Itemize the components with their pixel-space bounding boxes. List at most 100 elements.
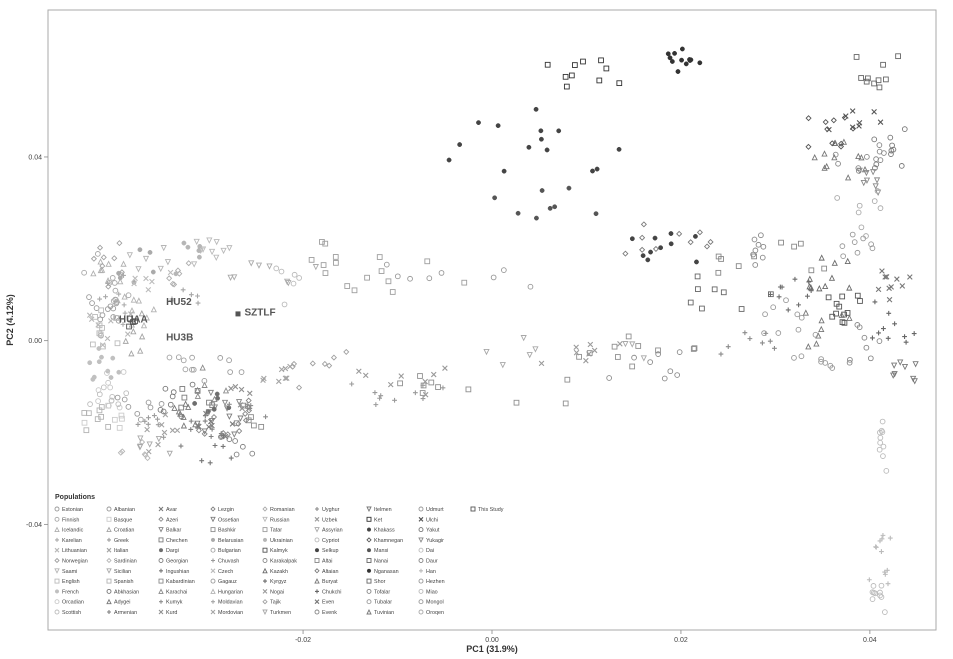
- point-russian: [206, 237, 213, 244]
- legend-marker-chuvash: [211, 558, 215, 563]
- point-khakass: [652, 235, 658, 241]
- legend-marker-yukagir: [418, 537, 424, 543]
- x-tick-label: 0.00: [485, 637, 499, 644]
- point-miao: [880, 453, 886, 459]
- point-estonian: [107, 303, 114, 310]
- point-turkmen: [483, 349, 490, 356]
- legend-label-dargi: Dargi: [166, 548, 179, 554]
- point-french: [96, 359, 102, 365]
- point-mordovian: [260, 377, 266, 384]
- point-croatian: [138, 333, 146, 340]
- legend-title: Populations: [55, 494, 95, 501]
- point-tajik: [330, 354, 337, 361]
- point-ingushian: [207, 460, 213, 466]
- point-norwegian: [96, 244, 104, 251]
- point-cypriot: [273, 265, 280, 272]
- point-tuvinian: [815, 332, 822, 339]
- legend-label-italian: Italian: [114, 548, 128, 554]
- point-orcadian: [120, 369, 127, 375]
- legend-marker-this-study: [470, 506, 476, 512]
- legend: Populations Estonian Finnish Icelandic Kare…: [54, 494, 504, 616]
- legend-label-ingushian: Ingushian: [166, 569, 189, 575]
- legend-marker-hungarian: [210, 588, 216, 594]
- point-chuvash: [392, 397, 397, 403]
- x-tick-label: 0.02: [674, 637, 688, 644]
- point-icelandic: [90, 270, 97, 277]
- point-dai: [870, 583, 877, 589]
- legend-marker-altaian: [314, 568, 320, 574]
- point-nogai: [398, 373, 405, 379]
- point-uzbek: [591, 347, 598, 354]
- legend-marker-avar: [158, 506, 164, 512]
- point-greek: [155, 416, 160, 422]
- point-hezhen: [839, 243, 846, 249]
- point-ket: [544, 61, 551, 68]
- point-oroqen: [874, 188, 881, 194]
- point-miao: [877, 434, 884, 441]
- legend-marker-mordovian: [210, 609, 216, 615]
- point-ket: [580, 58, 586, 65]
- point-lithuanian: [99, 342, 106, 348]
- point-albanian: [137, 416, 144, 423]
- point-albanian: [125, 404, 132, 410]
- point-romanian: [185, 260, 192, 267]
- point-daur: [876, 338, 883, 344]
- point-yakut: [873, 161, 880, 168]
- point-dargi: [192, 401, 198, 406]
- point-abkhasian: [189, 381, 196, 388]
- point-uzbek: [538, 360, 545, 367]
- point-altaian: [707, 238, 714, 245]
- point-ukrainian: [181, 240, 187, 246]
- annotation-sztlf: SZTLF: [244, 307, 275, 318]
- point-bashkir: [419, 390, 426, 396]
- point-shor: [768, 291, 774, 298]
- point-chukchi: [902, 334, 907, 340]
- point-belarusian: [116, 270, 122, 276]
- point-assyrian: [266, 263, 273, 270]
- point-even: [879, 268, 885, 274]
- annotation-huaa: HUAA: [119, 314, 148, 325]
- legend-marker-icelandic: [54, 526, 60, 533]
- legend-label-armenian: Armenian: [114, 610, 137, 616]
- point-yakut: [889, 142, 895, 149]
- point-tatar: [320, 262, 327, 268]
- legend-marker-itelmen: [366, 506, 372, 513]
- point-norwegian: [116, 240, 123, 247]
- point-karakalpak: [674, 372, 681, 378]
- point-georgian: [233, 451, 240, 458]
- point-kumyk: [263, 414, 268, 420]
- point-selkup: [556, 128, 562, 134]
- point-nogai: [430, 371, 437, 378]
- point-kalmyk: [844, 310, 851, 316]
- point-tuvinian: [813, 340, 820, 347]
- point-greek: [146, 415, 151, 421]
- point-gagauz: [227, 369, 233, 375]
- legend-marker-oroqen: [418, 609, 424, 615]
- legend-label-ukrainian: Ukrainian: [270, 538, 293, 544]
- point-azeri: [195, 427, 202, 434]
- point-karakalpak: [606, 375, 612, 381]
- legend-label-kalmyk: Kalmyk: [270, 548, 288, 554]
- point-abkhasian: [169, 393, 176, 400]
- point-basque: [81, 419, 88, 426]
- point-saami: [142, 255, 150, 263]
- legend-label-bashkir: Bashkir: [218, 528, 236, 534]
- point-ket: [563, 83, 570, 90]
- point-hungarian: [150, 306, 157, 313]
- legend-label-karachai: Karachai: [166, 589, 187, 595]
- legend-marker-armenian: [107, 610, 111, 614]
- point-mansi: [593, 211, 599, 217]
- legend-label-this-study: This Study: [478, 507, 504, 513]
- point-mongol: [829, 365, 836, 371]
- legend-marker-italian: [106, 547, 112, 553]
- point-nganasan: [679, 46, 685, 52]
- point-selkup: [594, 166, 600, 172]
- point-tajik: [289, 363, 296, 370]
- point-georgian: [240, 443, 246, 450]
- point-english: [96, 330, 103, 337]
- point-selkup: [616, 146, 622, 152]
- point-russian: [213, 254, 220, 261]
- point-tajik: [321, 360, 328, 367]
- point-uyghur: [718, 351, 724, 357]
- legend-label-khakass: Khakass: [374, 528, 395, 534]
